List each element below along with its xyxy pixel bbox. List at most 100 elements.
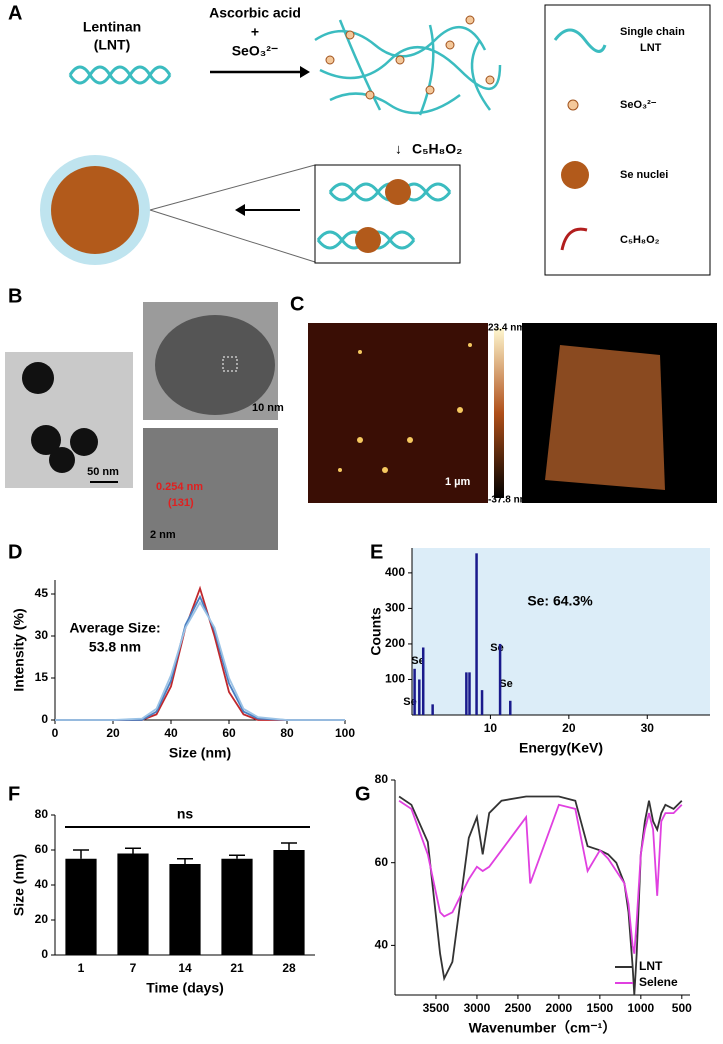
particle — [31, 425, 61, 455]
x-tick-label: 2000 — [546, 1001, 573, 1015]
y-tick-label: 80 — [375, 772, 389, 786]
spectrum-peak — [465, 672, 468, 715]
annotation: ns — [177, 806, 194, 822]
x-tick-label: 10 — [484, 721, 498, 735]
legend-box — [544, 4, 711, 276]
annotation: Se — [499, 678, 512, 690]
panel-letter: F — [8, 783, 20, 805]
x-axis-label: Wavenumber（cm⁻¹） — [469, 1020, 617, 1036]
plot-background — [412, 548, 710, 715]
annotation: (131) — [168, 497, 194, 509]
se-nucleus — [355, 227, 381, 253]
bar — [65, 858, 97, 955]
y-tick-label: 0 — [41, 947, 48, 961]
arrow-head — [235, 204, 245, 216]
selenite-ions — [325, 15, 495, 100]
legend-icon — [561, 161, 589, 189]
legend-label: C₅H₈O₂ — [620, 234, 660, 246]
x-axis-label: Energy(KeV) — [519, 740, 603, 756]
legend-label: LNT — [639, 959, 663, 973]
particle — [70, 428, 98, 456]
spectrum-peak — [418, 679, 421, 715]
zoom-line — [149, 164, 316, 211]
particle — [22, 362, 54, 394]
y-tick-label: 200 — [385, 636, 405, 650]
x-tick-label: 20 — [562, 721, 576, 735]
helix — [68, 65, 172, 85]
hrtem-image — [143, 428, 278, 550]
label: + — [251, 24, 259, 40]
y-tick-label: 60 — [35, 842, 49, 856]
y-tick-label: 300 — [385, 601, 405, 615]
x-tick-label: 1000 — [627, 1001, 654, 1015]
arrow-head — [300, 66, 310, 78]
y-axis-label: Counts — [368, 607, 384, 655]
y-tick-label: 40 — [35, 877, 49, 891]
x-tick-label: 60 — [222, 726, 236, 740]
particle — [155, 315, 275, 415]
se-nucleus — [385, 179, 411, 205]
y-tick-label: 100 — [385, 672, 405, 686]
zoom-line — [149, 209, 316, 263]
legend-label: Selene — [639, 975, 678, 989]
x-tick-label: 14 — [178, 961, 192, 975]
legend-label: LNT — [640, 42, 662, 54]
spectrum-peak — [413, 668, 416, 715]
x-tick-label: 2500 — [505, 1001, 532, 1015]
y-tick-label: 60 — [375, 855, 389, 869]
panel-letter: D — [8, 541, 22, 563]
x-tick-label: 7 — [130, 961, 137, 975]
colorbar — [494, 328, 504, 498]
x-tick-label: 21 — [230, 961, 244, 975]
spectrum-peak — [421, 647, 425, 715]
x-tick-label: 100 — [335, 726, 355, 740]
x-tick-label: 30 — [641, 721, 655, 735]
legend-icon — [553, 28, 607, 53]
y-axis-label: Intensity (%) — [11, 608, 27, 691]
label: SeO₃²⁻ — [232, 43, 279, 59]
legend-label: SeO₃²⁻ — [620, 99, 657, 111]
x-tick-label: 0 — [52, 726, 59, 740]
scale-label: 10 nm — [252, 402, 284, 414]
bar — [221, 858, 253, 955]
y-tick-label: 15 — [35, 670, 49, 684]
legend-label: Se nuclei — [620, 169, 668, 181]
label: Lentinan — [83, 19, 141, 35]
x-tick-label: 1 — [78, 961, 85, 975]
annotation: Average Size: — [69, 620, 160, 636]
bar — [273, 850, 305, 955]
scale-label: 1 µm — [445, 476, 471, 488]
y-tick-label: 20 — [35, 912, 49, 926]
y-tick-label: 80 — [35, 807, 49, 821]
legend-icon — [567, 99, 579, 111]
spectrum-peak — [475, 553, 478, 715]
label: (LNT) — [94, 37, 131, 53]
panel-letter: C — [290, 293, 304, 315]
annotation: Se — [490, 642, 503, 654]
x-tick-label: 40 — [164, 726, 178, 740]
x-tick-label: 20 — [106, 726, 120, 740]
colorbar-label: 23.4 nm — [488, 323, 525, 334]
line-series — [55, 594, 345, 721]
afm-features — [338, 343, 472, 473]
x-tick-label: 3000 — [464, 1001, 491, 1015]
scale-label: 2 nm — [150, 529, 176, 541]
zoom-box — [222, 356, 238, 372]
line-series — [398, 799, 683, 954]
x-axis-label: Size (nm) — [169, 745, 231, 761]
panel-letter: B — [8, 285, 22, 307]
spectrum-peak — [431, 704, 434, 715]
x-tick-label: 28 — [282, 961, 296, 975]
y-tick-label: 45 — [35, 586, 49, 600]
x-tick-label: 80 — [280, 726, 294, 740]
x-axis-label: Time (days) — [146, 980, 224, 996]
chains — [314, 19, 502, 116]
line-series — [55, 600, 345, 721]
bar — [169, 864, 201, 955]
annotation: Se: 64.3% — [527, 593, 593, 609]
panel-letter: E — [370, 541, 383, 563]
annotation: 53.8 nm — [89, 639, 141, 655]
zoom-box — [314, 164, 461, 264]
label: C₅H₈O₂ — [412, 141, 462, 157]
annotation: 0.254 nm — [156, 481, 203, 493]
